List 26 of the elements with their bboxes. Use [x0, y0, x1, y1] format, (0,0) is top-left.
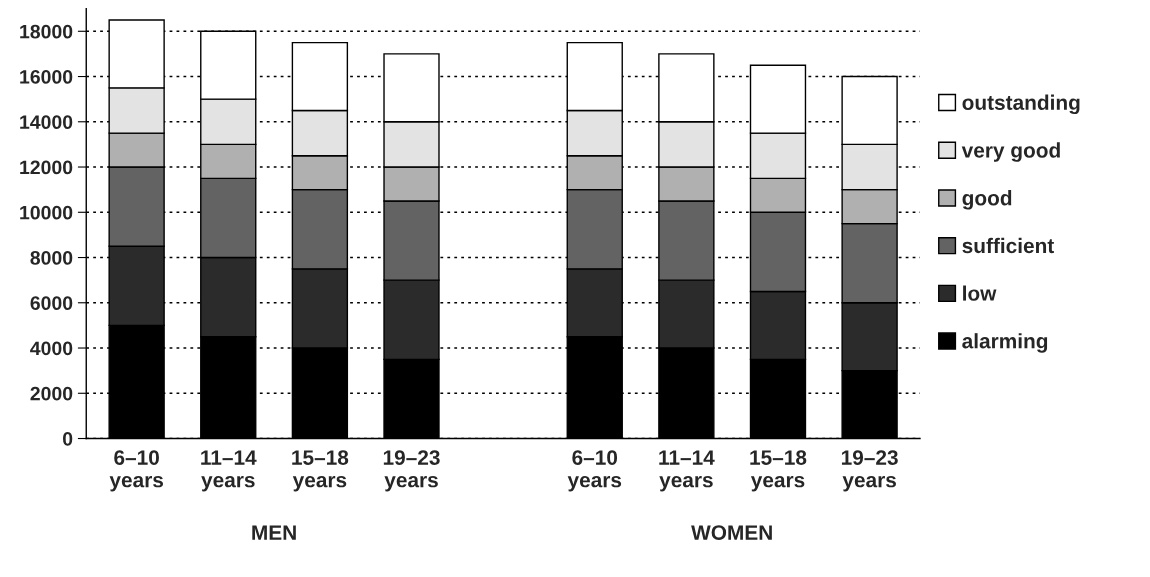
y-tick-label: 4000	[30, 341, 73, 356]
text: WOMEN	[691, 525, 772, 540]
x-tick-label: 11–14 years	[659, 450, 715, 492]
y-tick-label: 0	[63, 431, 73, 446]
x-tick-label: 11–14 years	[201, 450, 257, 492]
legend-label: good	[962, 190, 1012, 210]
x-tick-label: 6–10 years	[567, 450, 622, 492]
legend-label: very good	[961, 142, 1060, 162]
legend-label: outstanding	[962, 94, 1080, 115]
x-tick-label: 15–18 years	[292, 450, 349, 492]
y-tick-label: 18000	[20, 24, 73, 39]
y-tick-label: 2000	[30, 386, 73, 401]
y-tick-label: 16000	[20, 70, 73, 84]
x-tick-label: 19–23 years	[383, 450, 440, 492]
text: MEN	[252, 525, 296, 540]
x-tick-label: 6–10 years	[109, 450, 164, 492]
legend-label: alarming	[962, 333, 1048, 353]
x-tick-label: 19–23 years	[841, 450, 898, 492]
legend-label: sufficient	[962, 237, 1055, 254]
y-tick-label: 10000	[20, 205, 73, 220]
y-tick-label: 12000	[20, 160, 73, 175]
legend-label: low	[963, 285, 997, 301]
y-tick-label: 8000	[30, 250, 73, 265]
y-tick-label: 14000	[20, 115, 73, 130]
y-tick-label: 6000	[30, 296, 73, 311]
x-tick-label: 15–18 years	[750, 450, 807, 492]
